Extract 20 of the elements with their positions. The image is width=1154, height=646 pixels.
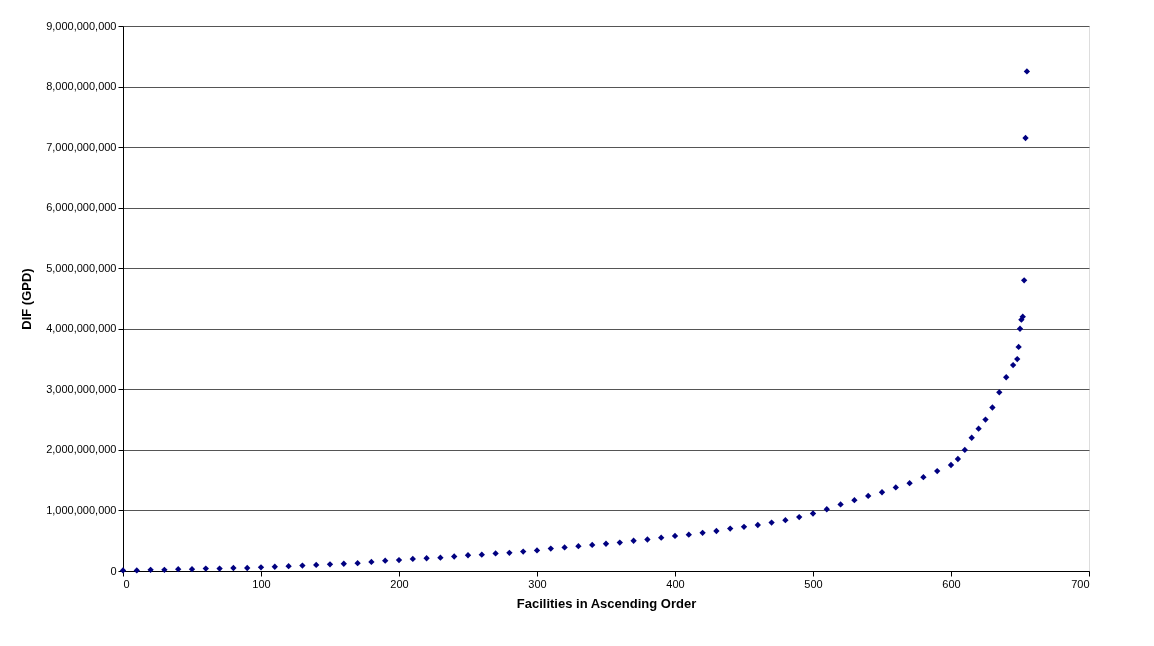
x-tick-label: 0 xyxy=(123,577,130,590)
x-tick-label: 400 xyxy=(666,577,685,590)
y-tick-label: 0 xyxy=(110,564,117,577)
x-tick-label: 700 xyxy=(1071,577,1090,590)
y-tick-label: 2,000,000,000 xyxy=(46,443,117,456)
x-axis-title: Facilities in Ascending Order xyxy=(516,595,697,611)
x-tick-label: 100 xyxy=(252,577,271,590)
x-tick-label: 200 xyxy=(390,577,409,590)
y-tick-label: 4,000,000,000 xyxy=(46,322,117,335)
y-tick-label: 1,000,000,000 xyxy=(46,503,117,516)
y-tick-label: 9,000,000,000 xyxy=(46,19,117,32)
y-tick-label: 5,000,000,000 xyxy=(46,261,117,274)
y-tick-label: 8,000,000,000 xyxy=(46,80,117,93)
y-tick-label: 3,000,000,000 xyxy=(46,382,117,395)
y-axis-title: DIF (GPD) xyxy=(19,268,35,330)
x-tick-label: 600 xyxy=(942,577,961,590)
x-tick-label: 500 xyxy=(804,577,823,590)
x-tick-label: 300 xyxy=(528,577,547,590)
y-tick-label: 6,000,000,000 xyxy=(46,201,117,214)
y-tick-label: 7,000,000,000 xyxy=(46,140,117,153)
